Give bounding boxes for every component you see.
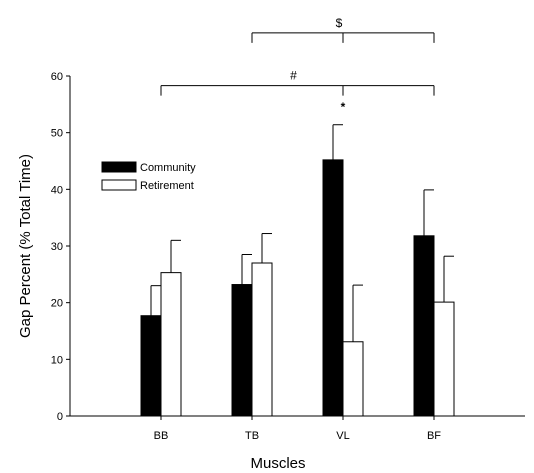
y-axis-title: Gap Percent (% Total Time) [17, 154, 34, 338]
error-bars [150, 124, 454, 342]
bar-community-bf [413, 235, 435, 417]
legend-swatch-community [101, 161, 137, 173]
axes: 0 10 20 30 40 50 60 BB TB VL BF [51, 71, 525, 442]
significance-annotations: # $ * [160, 16, 435, 114]
y-tick-label: 20 [51, 298, 63, 310]
x-axis-title: Muscles [250, 455, 305, 472]
significance-symbol: * [341, 100, 346, 114]
x-tick-label: BB [154, 430, 169, 442]
y-tick-label: 30 [51, 241, 63, 253]
bars [140, 159, 455, 417]
bar-retirement-bb [160, 272, 182, 417]
legend-label-community: Community [140, 162, 196, 174]
y-tick-label: 60 [51, 71, 63, 83]
legend: Community Retirement [101, 161, 196, 192]
y-tick-label: 50 [51, 128, 63, 140]
significance-symbol: $ [336, 16, 343, 30]
y-tick-label: 40 [51, 184, 63, 196]
x-tick-label: BF [427, 430, 441, 442]
bar-retirement-vl [342, 341, 364, 417]
x-tick-label: VL [336, 430, 349, 442]
legend-label-retirement: Retirement [140, 180, 194, 192]
y-tick-label: 10 [51, 354, 63, 366]
bar-community-tb [231, 284, 253, 417]
bar-retirement-tb [251, 262, 273, 417]
bar-community-vl [322, 159, 344, 417]
bar-community-bb [140, 315, 162, 417]
bar-retirement-bf [433, 301, 455, 417]
y-tick-label: 0 [57, 411, 63, 423]
significance-symbol: # [290, 69, 297, 83]
legend-swatch-retirement [101, 179, 137, 191]
x-tick-label: TB [245, 430, 259, 442]
